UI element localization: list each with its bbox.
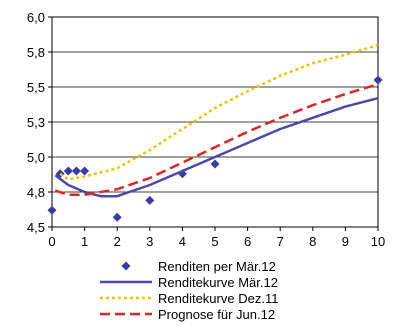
y-tick-label: 4,8: [27, 185, 45, 200]
data-point: [80, 166, 90, 176]
x-tick-label: 10: [371, 234, 385, 249]
series-layer: [47, 43, 383, 222]
series-line-3: [54, 83, 379, 197]
data-point: [112, 212, 122, 222]
data-point: [47, 205, 57, 215]
x-tick-label: 1: [81, 234, 88, 249]
data-point: [71, 166, 81, 176]
y-tick-label: 5,5: [27, 80, 45, 95]
y-tick-label: 5,3: [27, 115, 45, 130]
series-line-1: [54, 96, 379, 198]
x-tick-label: 9: [342, 234, 349, 249]
series-line-2: [59, 43, 379, 181]
y-tick-label: 6,0: [27, 10, 45, 25]
legend-label-3: Prognose für Jun.12: [158, 307, 275, 322]
x-tick-label: 2: [114, 234, 121, 249]
legend-label-0: Renditen per Mär.12: [158, 259, 276, 274]
x-tick-label: 5: [211, 234, 218, 249]
x-tick-label: 6: [244, 234, 251, 249]
data-point: [63, 166, 73, 176]
x-tick-label: 8: [309, 234, 316, 249]
y-axis-ticks: 4,5 4,8 5,0 5,3 5,5 5,8 6,0: [27, 10, 52, 235]
x-tick-label: 7: [277, 234, 284, 249]
y-tick-label: 4,5: [27, 220, 45, 235]
x-tick-label: 4: [179, 234, 186, 249]
legend-swatch-0: [121, 261, 131, 271]
y-tick-label: 5,0: [27, 150, 45, 165]
x-tick-label: 3: [146, 234, 153, 249]
legend-label-1: Renditekurve Mär.12: [158, 275, 278, 290]
x-tick-label: 0: [48, 234, 55, 249]
x-axis-ticks: 0 1 2 3 4 5 6 7 8 9 10: [48, 227, 385, 249]
y-tick-label: 5,8: [27, 45, 45, 60]
data-point: [145, 195, 155, 205]
data-point: [373, 75, 383, 85]
data-point: [210, 159, 220, 169]
legend-label-2: Renditekurve Dez.11: [158, 291, 278, 306]
